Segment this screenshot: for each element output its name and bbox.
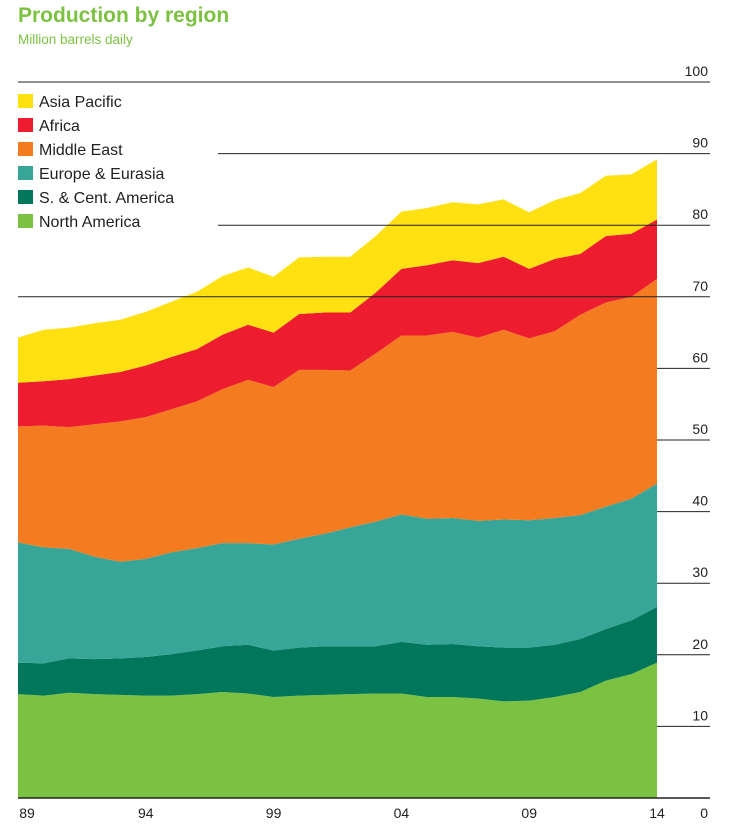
legend-swatch-s-cent-america [18,190,33,204]
legend-swatch-europe-eurasia [18,166,33,180]
area-africa [18,219,657,428]
y-tick-label: 70 [692,278,708,294]
legend-label-s-cent-america: S. & Cent. America [39,190,174,207]
legend-swatch-africa [18,118,33,132]
x-tick-label: 99 [266,805,282,821]
legend-label-middle-east: Middle East [39,142,123,159]
y-tick-label: 20 [692,636,708,652]
y-tick-label: 90 [692,135,708,151]
x-tick-label: 14 [649,805,665,821]
legend-swatch-middle-east [18,142,33,156]
y-tick-label: 0 [700,805,708,821]
x-tick-label: 89 [19,805,35,821]
area-europe-eurasia [18,483,657,664]
x-tick-label: 04 [394,805,410,821]
y-tick-label: 100 [685,63,709,79]
legend-label-europe-eurasia: Europe & Eurasia [39,166,165,183]
chart-title: Production by region [18,4,230,27]
y-tick-label: 30 [692,564,708,580]
legend-swatch-north-america [18,214,33,228]
area-asia-pacific [18,159,657,383]
y-tick-label: 60 [692,349,708,365]
y-tick-label: 10 [692,707,708,723]
legend-swatch-asia-pacific [18,94,33,108]
legend-label-asia-pacific: Asia Pacific [39,94,122,111]
chart-subtitle: Million barrels daily [18,32,133,47]
x-tick-label: 09 [521,805,537,821]
x-tick-label: 94 [138,805,154,821]
y-tick-label: 50 [692,421,708,437]
legend-label-africa: Africa [39,118,80,135]
area-s-cent-america [18,606,657,702]
y-tick-label: 80 [692,206,708,222]
area-north-america [18,662,657,798]
legend-label-north-america: North America [39,214,140,231]
y-tick-label: 40 [692,493,708,509]
area-middle-east [18,278,657,562]
